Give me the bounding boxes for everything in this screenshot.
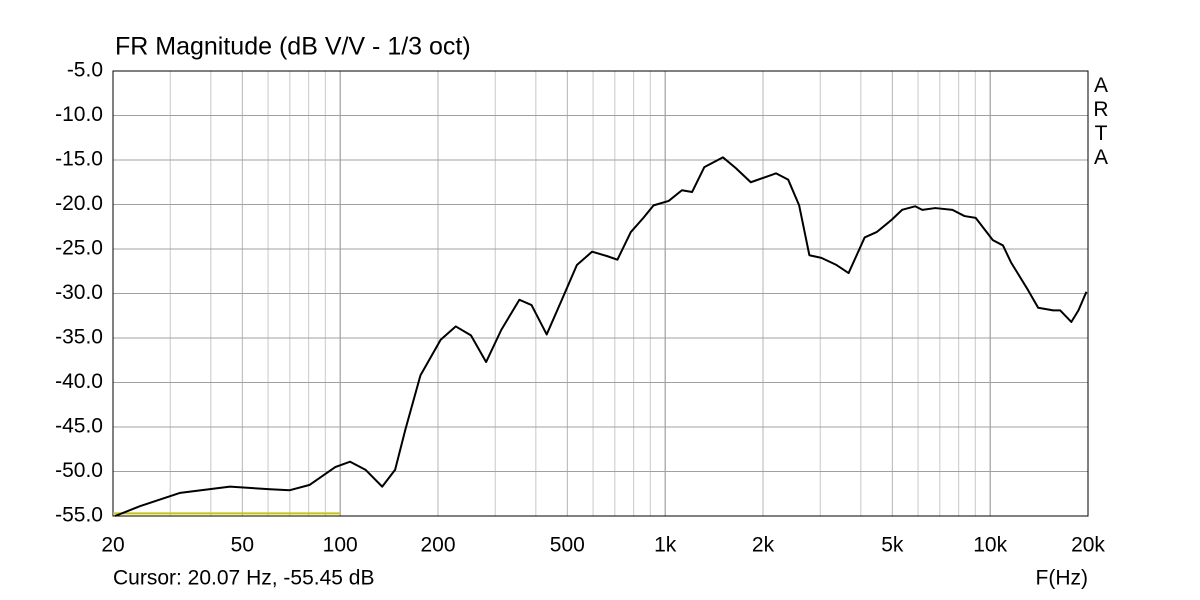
x-tick-label: 50 — [231, 534, 254, 557]
x-tick-label: 500 — [550, 534, 585, 557]
x-axis-label: F(Hz) — [1036, 567, 1088, 590]
y-tick-label: -25.0 — [55, 237, 103, 260]
x-tick-label: 5k — [881, 534, 904, 557]
y-tick-label: -5.0 — [67, 59, 103, 82]
y-tick-label: -55.0 — [55, 504, 103, 527]
y-tick-label: -30.0 — [55, 281, 103, 304]
series-line — [114, 156, 1088, 517]
x-tick-label: 2k — [752, 534, 775, 557]
y-tick-label: -15.0 — [55, 148, 103, 171]
x-tick-label: 200 — [420, 534, 455, 557]
chart-title: FR Magnitude (dB V/V - 1/3 oct) — [115, 33, 471, 61]
watermark: ARTA — [1090, 74, 1113, 170]
x-tick-label: 1k — [654, 534, 677, 557]
y-tick-label: -35.0 — [55, 326, 103, 349]
y-tick-label: -20.0 — [55, 192, 103, 215]
y-tick-label: -10.0 — [55, 103, 103, 126]
y-tick-label: -50.0 — [55, 459, 103, 482]
cursor-readout: Cursor: 20.07 Hz, -55.45 dB — [113, 567, 374, 590]
x-tick-label: 20 — [101, 534, 124, 557]
x-tick-label: 100 — [323, 534, 358, 557]
plot-frame — [112, 70, 1089, 517]
y-tick-label: -45.0 — [55, 415, 103, 438]
x-tick-label: 20k — [1071, 534, 1105, 557]
y-tick-label: -40.0 — [55, 370, 103, 393]
x-tick-label: 10k — [973, 534, 1007, 557]
